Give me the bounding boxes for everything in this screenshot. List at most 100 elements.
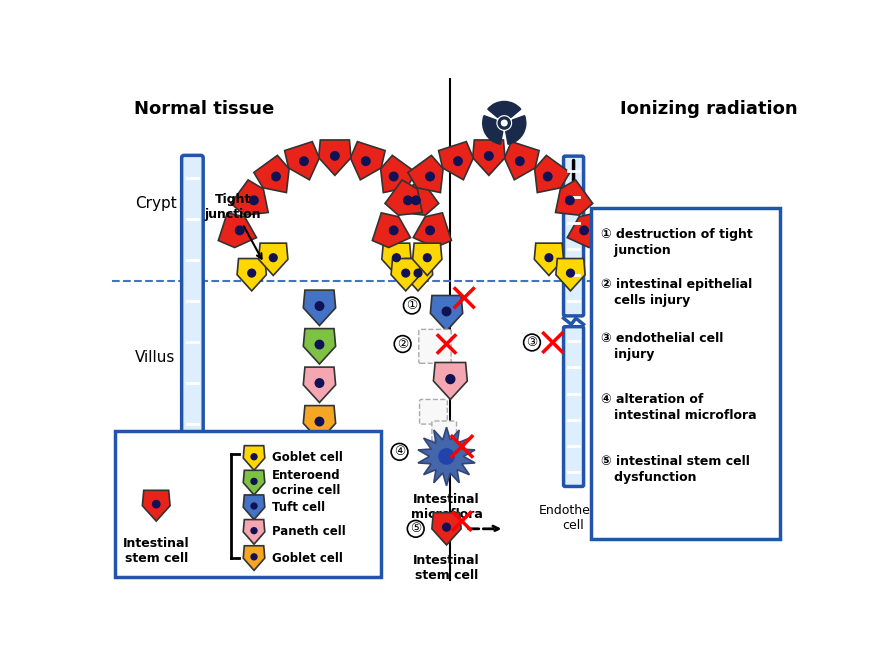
Circle shape [498, 117, 510, 129]
Circle shape [402, 269, 410, 277]
FancyBboxPatch shape [420, 400, 447, 424]
Circle shape [442, 307, 451, 315]
Polygon shape [254, 155, 289, 193]
Circle shape [545, 254, 553, 262]
Polygon shape [350, 142, 385, 180]
Text: ④ alteration of
   intestinal microflora: ④ alteration of intestinal microflora [600, 393, 756, 422]
Text: Goblet cell: Goblet cell [272, 451, 343, 464]
Circle shape [251, 554, 257, 560]
Circle shape [501, 120, 507, 126]
Text: Ionizing radiation: Ionizing radiation [620, 100, 797, 118]
Wedge shape [506, 116, 526, 144]
Polygon shape [433, 362, 467, 400]
Text: ⑤ intestinal stem cell
   dysfunction: ⑤ intestinal stem cell dysfunction [600, 455, 749, 484]
Circle shape [270, 254, 277, 262]
Polygon shape [504, 142, 539, 180]
Circle shape [543, 172, 552, 181]
Circle shape [331, 151, 340, 160]
Circle shape [249, 196, 258, 204]
Circle shape [403, 196, 412, 204]
Circle shape [439, 449, 454, 464]
Polygon shape [231, 180, 269, 215]
Polygon shape [143, 490, 170, 521]
FancyBboxPatch shape [564, 326, 584, 486]
Polygon shape [243, 445, 265, 470]
Circle shape [580, 226, 588, 234]
Circle shape [152, 500, 160, 508]
Circle shape [565, 196, 574, 204]
Text: Normal tissue: Normal tissue [134, 100, 274, 118]
Wedge shape [483, 116, 503, 144]
Polygon shape [567, 213, 605, 247]
Polygon shape [259, 243, 288, 276]
Circle shape [443, 523, 451, 531]
Polygon shape [535, 243, 564, 276]
Polygon shape [418, 427, 475, 486]
Circle shape [567, 269, 574, 277]
Text: Tight
junction: Tight junction [205, 193, 262, 259]
Circle shape [446, 375, 455, 383]
Polygon shape [304, 367, 336, 402]
FancyBboxPatch shape [564, 156, 584, 316]
FancyBboxPatch shape [182, 155, 203, 487]
Text: Endothelial
cell: Endothelial cell [158, 504, 228, 532]
Circle shape [251, 503, 257, 509]
Polygon shape [243, 470, 265, 495]
Polygon shape [391, 259, 420, 291]
Circle shape [248, 269, 255, 277]
Polygon shape [243, 495, 265, 520]
Polygon shape [413, 243, 442, 276]
Polygon shape [237, 259, 266, 291]
Circle shape [393, 254, 401, 262]
Circle shape [315, 379, 324, 387]
Text: ④: ④ [394, 445, 405, 458]
Circle shape [389, 226, 398, 234]
FancyBboxPatch shape [592, 208, 780, 539]
Circle shape [414, 269, 422, 277]
Text: Intestinal
microflora: Intestinal microflora [410, 492, 482, 520]
Text: Villus: Villus [135, 351, 175, 366]
Text: Intestinal
stem cell: Intestinal stem cell [413, 554, 480, 582]
Text: ①: ① [406, 299, 417, 312]
Circle shape [426, 226, 434, 234]
Text: Enteroend
ocrine cell: Enteroend ocrine cell [272, 469, 340, 497]
Circle shape [299, 157, 308, 165]
Circle shape [251, 528, 257, 534]
Text: ⑤: ⑤ [410, 522, 422, 535]
Polygon shape [243, 520, 265, 544]
Polygon shape [284, 142, 319, 180]
Circle shape [361, 157, 370, 165]
Circle shape [453, 157, 462, 165]
Circle shape [251, 479, 257, 485]
Text: Crypt: Crypt [135, 197, 177, 212]
Polygon shape [403, 259, 432, 291]
Polygon shape [243, 546, 265, 570]
Circle shape [315, 417, 324, 426]
Polygon shape [408, 155, 443, 193]
Text: Tuft cell: Tuft cell [272, 501, 325, 514]
Circle shape [485, 151, 493, 160]
Text: Paneth cell: Paneth cell [272, 526, 346, 538]
Polygon shape [382, 243, 411, 276]
Text: ③ endothelial cell
   injury: ③ endothelial cell injury [600, 332, 723, 361]
Polygon shape [219, 213, 256, 247]
Circle shape [272, 172, 280, 181]
Polygon shape [438, 142, 473, 180]
Text: ② intestinal epithelial
   cells injury: ② intestinal epithelial cells injury [600, 278, 752, 307]
Polygon shape [304, 406, 336, 441]
Circle shape [411, 196, 420, 204]
Polygon shape [430, 296, 463, 331]
Polygon shape [385, 180, 423, 215]
Text: Endothelial
cell: Endothelial cell [538, 504, 609, 532]
Circle shape [426, 172, 434, 181]
Polygon shape [556, 180, 592, 215]
Polygon shape [318, 140, 351, 176]
Text: Goblet cell: Goblet cell [272, 552, 343, 565]
Polygon shape [413, 213, 452, 247]
Circle shape [424, 254, 431, 262]
FancyBboxPatch shape [116, 431, 382, 577]
Polygon shape [304, 328, 336, 364]
Polygon shape [432, 513, 461, 545]
Circle shape [515, 157, 524, 165]
Polygon shape [304, 290, 336, 326]
